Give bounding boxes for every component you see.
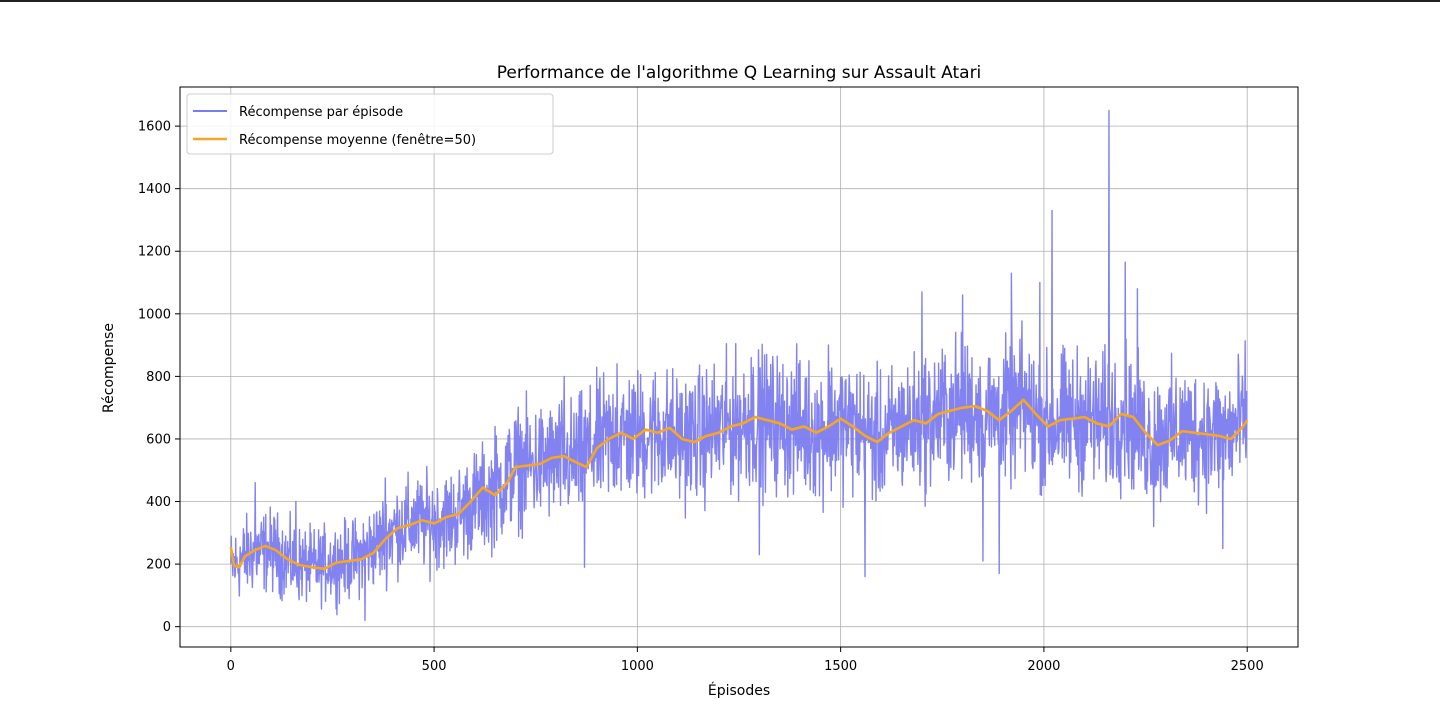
y-tick-label: 600 — [146, 432, 171, 447]
moving-average-line — [229, 398, 1249, 571]
y-tick-label: 0 — [163, 620, 171, 635]
legend-label-episode: Récompense par épisode — [239, 105, 403, 120]
x-axis-label: Épisodes — [708, 682, 770, 699]
plot-area — [229, 109, 1249, 622]
legend-label-moving-average: Récompense moyenne (fenêtre=50) — [239, 133, 476, 148]
y-tick-label: 400 — [146, 495, 171, 510]
x-tick-label: 1500 — [824, 659, 857, 674]
x-tick-label: 1000 — [621, 659, 654, 674]
legend-box — [186, 93, 554, 155]
x-tick-label: 0 — [227, 659, 235, 674]
legend: Récompense par épisode Récompense moyenn… — [186, 93, 554, 155]
x-tick-label: 2000 — [1027, 659, 1060, 674]
y-tick-label: 1400 — [138, 182, 171, 197]
chart-title: Performance de l'algorithme Q Learning s… — [497, 63, 982, 83]
y-axis-ticks: 0 200 400 600 800 1000 1200 1400 1600 — [138, 120, 180, 635]
x-tick-label: 500 — [422, 659, 447, 674]
y-axis-label: Récompense — [101, 323, 117, 413]
window-top-border — [0, 0, 1440, 2]
episode-reward-line — [230, 109, 1248, 622]
y-tick-label: 1600 — [138, 120, 171, 135]
y-tick-label: 1000 — [138, 307, 171, 322]
plot-frame — [179, 86, 1299, 648]
y-tick-label: 800 — [146, 370, 171, 385]
y-tick-label: 200 — [146, 558, 171, 573]
x-tick-label: 2500 — [1231, 659, 1264, 674]
y-tick-label: 1200 — [138, 245, 171, 260]
x-axis-ticks: 0 500 1000 1500 2000 2500 — [227, 647, 1264, 674]
